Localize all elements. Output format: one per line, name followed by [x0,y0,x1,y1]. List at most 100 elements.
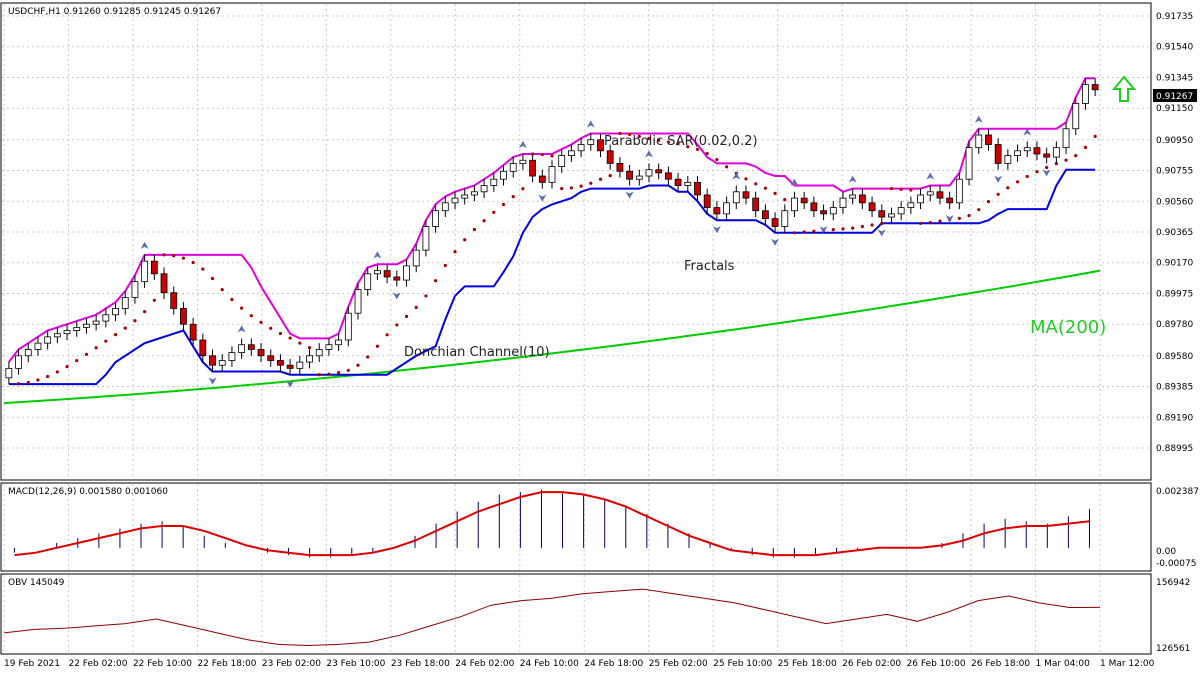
sar-dot [686,145,690,149]
price-panel [0,2,1152,481]
price-tick-label: 0.90365 [1156,228,1193,238]
candle-body [742,191,750,199]
price-tick-label: 0.88995 [1156,444,1193,454]
sar-dot [909,188,913,192]
candle-body [24,349,32,357]
time-tick-label: 22 Feb 18:00 [197,659,256,669]
sar-dot [986,199,991,204]
sar-dot [1035,170,1039,174]
sar-dot [501,202,506,207]
fractal-down-icon [1042,169,1051,177]
candle-body [567,150,575,156]
ma-line [3,269,1101,405]
sar-dot [404,314,409,319]
sar-dot [337,371,341,375]
macd-indicator [14,489,1090,558]
fractal-down-icon [625,191,634,199]
channel-lower-line [8,168,1096,386]
candle-body [471,191,478,196]
sar-dot [240,306,244,310]
candle-body [635,175,643,180]
parabolic-sar [16,131,1097,386]
time-tick-label: 26 Feb 02:00 [842,659,901,669]
candle-body [228,352,236,361]
candle-body [820,210,827,215]
price-tick-label: 0.91735 [1156,12,1193,22]
candle-body [296,361,304,369]
fractal-down-icon [392,292,401,300]
sar-dot [123,326,127,330]
candle-body [257,349,265,357]
obv-tick-bottom: 126561 [1156,644,1190,654]
sar-dot [511,194,515,199]
candle-body [354,289,362,314]
sar-dot [1045,165,1049,170]
candle-body [645,169,653,177]
sar-dot [375,344,380,348]
time-tick-label: 22 Feb 10:00 [133,659,192,669]
obv-title: OBV 145049 [8,578,65,588]
candle-body [218,360,226,366]
sar-dot [1015,180,1020,184]
sar-dot [1074,153,1078,158]
fractal-down-icon [945,215,954,223]
sar-dot [763,186,767,190]
candle-body [558,155,566,167]
fractal-up-icon [1023,128,1032,136]
obv-panel [0,573,1152,655]
candle-body [286,364,294,369]
sar-dot [259,320,263,325]
candle-body [170,292,178,309]
time-tick-label: 25 Feb 10:00 [713,659,772,669]
sar-dot [744,177,748,181]
candle-body [131,281,139,298]
macd-tick-top: 0.002387 [1156,487,1199,497]
candle-body [752,197,760,212]
sar-dot [589,181,593,185]
candle-body [451,197,459,204]
ma-200-line [3,269,1101,405]
sar-dot [143,310,147,314]
sar-dot [162,253,166,257]
sar-dot [16,382,21,386]
sar-dot [434,279,438,283]
candle-body [723,202,730,215]
time-tick-label: 26 Feb 10:00 [907,659,966,669]
candle-body [626,170,633,180]
candle-body [800,197,808,204]
price-tick-label: 0.90560 [1156,197,1193,207]
candle-body [975,134,983,149]
sar-dot [957,216,961,220]
candle-body [926,191,934,196]
sar-dot [220,288,224,292]
fractal-up-icon [790,178,799,186]
price-tick-label: 0.90170 [1156,259,1193,269]
fractal-up-icon [373,251,382,259]
fractal-down-icon [994,175,1003,183]
sar-dot [608,173,612,178]
price-tick-label: 0.90950 [1156,136,1193,146]
sar-dot [463,238,467,242]
macd-title: MACD(12,26,9) 0.001580 0.001060 [8,487,168,497]
candle-body [1023,147,1031,152]
candle-body [771,218,779,227]
candle-body [529,159,537,177]
candle-body [1004,155,1012,164]
sar-dot [841,227,845,231]
candle-body [374,270,381,275]
fractal-down-icon [877,229,886,237]
sar-dot [346,368,350,372]
sar-dot [181,256,186,260]
candle-body [199,339,207,357]
sar-dot [278,331,283,336]
fractal-down-icon [208,377,217,385]
candle-body [335,339,343,346]
sar-dot [676,142,680,146]
candle-body [810,202,818,212]
sar-dot [1025,174,1029,179]
sar-dot [472,227,477,232]
candle-body [112,308,119,316]
sar-dot [366,355,370,359]
